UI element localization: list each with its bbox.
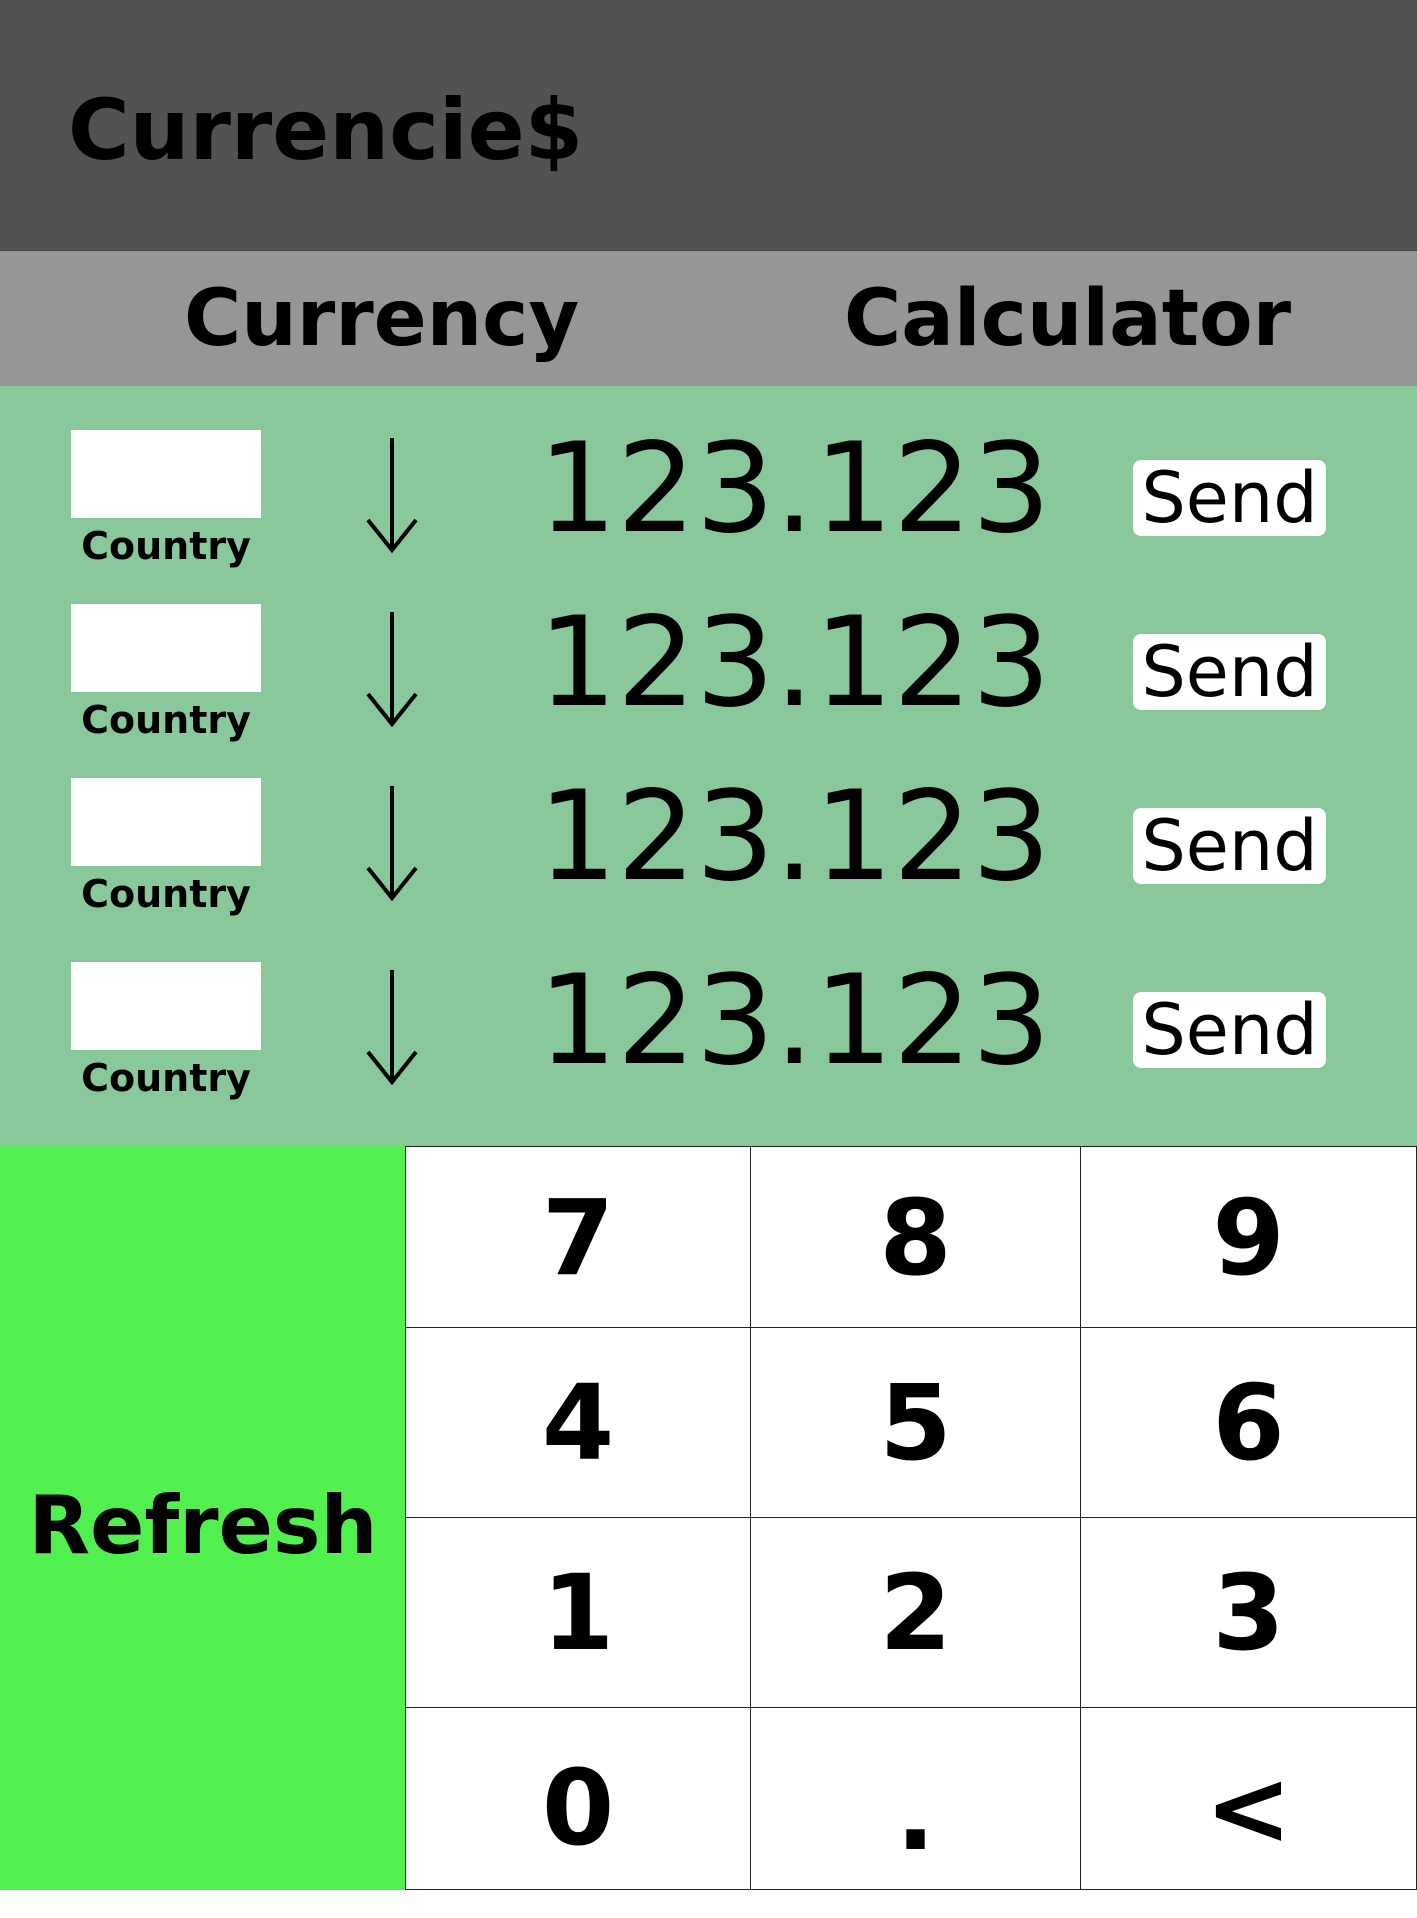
country-label: Country [81, 698, 251, 742]
key-7[interactable]: 7 [406, 1146, 751, 1328]
currency-row: Country 123.123 Send [0, 386, 1417, 568]
currency-row: Country 123.123 Send [0, 734, 1417, 916]
app-header: Currencie$ [0, 0, 1417, 250]
country-flag[interactable] [71, 778, 261, 866]
country-label: Country [81, 1056, 251, 1100]
app-title: Currencie$ [68, 81, 584, 179]
tab-calculator[interactable]: Calculator [844, 274, 1292, 364]
currency-list: Country 123.123 Send Country 123.123 Sen… [0, 386, 1417, 1146]
key-1[interactable]: 1 [406, 1518, 751, 1708]
key-backspace[interactable]: < [1081, 1708, 1417, 1890]
down-arrow-icon [366, 438, 418, 554]
send-button[interactable]: Send [1133, 634, 1326, 710]
currency-row: Country 123.123 Send [0, 560, 1417, 742]
converted-amount: 123.123 [538, 765, 1051, 909]
tab-bar: Currency Calculator [0, 250, 1417, 387]
key-3[interactable]: 3 [1081, 1518, 1417, 1708]
refresh-label: Refresh [28, 1479, 378, 1572]
converted-amount: 123.123 [538, 591, 1051, 735]
converted-amount: 123.123 [538, 417, 1051, 561]
country-label: Country [81, 872, 251, 916]
key-2[interactable]: 2 [751, 1518, 1081, 1708]
send-button[interactable]: Send [1133, 460, 1326, 536]
key-0[interactable]: 0 [406, 1708, 751, 1890]
tab-currency[interactable]: Currency [184, 274, 580, 364]
key-4[interactable]: 4 [406, 1328, 751, 1518]
country-flag[interactable] [71, 430, 261, 518]
key-8[interactable]: 8 [751, 1146, 1081, 1328]
country-flag[interactable] [71, 604, 261, 692]
country-flag[interactable] [71, 962, 261, 1050]
key-6[interactable]: 6 [1081, 1328, 1417, 1518]
down-arrow-icon [366, 970, 418, 1086]
down-arrow-icon [366, 786, 418, 902]
key-5[interactable]: 5 [751, 1328, 1081, 1518]
number-keypad: 7 8 9 4 5 6 1 2 3 0 . < [406, 1146, 1417, 1890]
key-9[interactable]: 9 [1081, 1146, 1417, 1328]
key-decimal[interactable]: . [751, 1708, 1081, 1890]
converted-amount: 123.123 [538, 949, 1051, 1093]
send-button[interactable]: Send [1133, 808, 1326, 884]
currency-row: Country 123.123 Send [0, 918, 1417, 1100]
refresh-button[interactable]: Refresh [0, 1146, 406, 1890]
country-label: Country [81, 524, 251, 568]
send-button[interactable]: Send [1133, 992, 1326, 1068]
down-arrow-icon [366, 612, 418, 728]
